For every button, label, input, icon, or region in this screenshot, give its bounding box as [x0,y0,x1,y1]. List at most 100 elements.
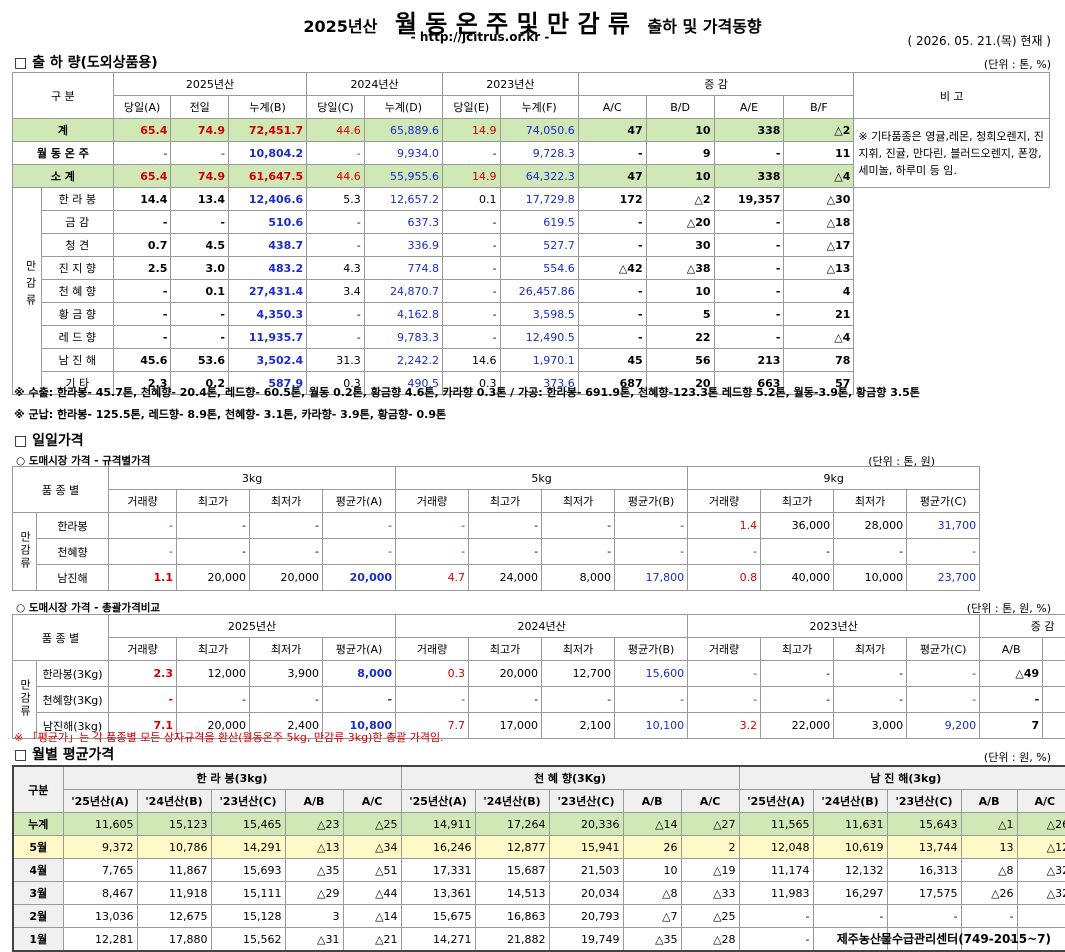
subheader: 최고가 [177,490,250,513]
col-2024: 2024년산 [307,73,443,96]
row-label: 계 [13,119,114,142]
cell: - [542,687,615,713]
cell: △4 [784,326,854,349]
cell: - [250,687,323,713]
month-label: 누계 [13,813,63,836]
subheader: '23년산(C) [211,790,285,813]
item-name: 황 금 향 [41,303,113,326]
cell: 14.6 [442,349,500,372]
cell: 11,631 [813,813,887,836]
cell: - [442,280,500,303]
cell: 15,643 [887,813,961,836]
cell: - [396,539,469,565]
cell: 21,503 [549,859,623,882]
cell: 11,867 [137,859,211,882]
cell: 12,406.6 [228,188,306,211]
cell: 0.1 [442,188,500,211]
cell: △18 [784,211,854,234]
cell: 7 [980,713,1043,739]
group-label-text: 만감류 [17,531,33,570]
section-daily-price-title: □ 일일가격 [14,430,84,450]
subheader: 거래량 [688,638,761,661]
cell: 15,123 [137,813,211,836]
subheader: A/B [623,790,681,813]
cell: 14,911 [401,813,475,836]
cell: 4,162.8 [364,303,442,326]
cell: 12,675 [137,905,211,928]
group-label: 만감류 [13,661,37,739]
cell: 554.6 [500,257,578,280]
cell: 47 [578,165,646,188]
cell: 5 [646,303,714,326]
subheader: '23년산(C) [887,790,961,813]
cell: 14,513 [475,882,549,905]
cell: 438.7 [228,234,306,257]
group-label: 만감류 [13,188,42,395]
subheader: A/C [1017,790,1065,813]
cell: - [113,142,171,165]
cell: 2,242.2 [364,349,442,372]
cell: - [907,661,980,687]
cell: 19,749 [549,928,623,952]
cell: 1.1 [109,565,177,591]
cell: - [714,280,784,303]
cell: 10,619 [813,836,887,859]
subheader: 평균가(A) [323,490,396,513]
cell: - [961,905,1017,928]
subheader: '25년산(A) [739,790,813,813]
cell: 0.7 [113,234,171,257]
cell: - [177,513,250,539]
monthly-price-table: 구분 한 라 봉(3kg) 천 혜 향(3Kg) 남 진 해(3kg) '25년… [12,765,1065,952]
cell: 10 [646,119,714,142]
cell: △27 [681,813,739,836]
cell: △31 [285,928,343,952]
title-suffix: 출하 및 가격동향 [647,17,761,36]
cell: 3,900 [250,661,323,687]
cell: 13 [961,836,1017,859]
cell: 0.3 [396,661,469,687]
cell: - [177,539,250,565]
cell: 17,880 [137,928,211,952]
cell: 17,575 [887,882,961,905]
subheader: '24년산(B) [475,790,549,813]
site-url[interactable]: - http://jcitrus.or.kr - [380,30,580,44]
subheader: 거래량 [396,490,469,513]
cell: - [323,539,396,565]
cell: 12,000 [177,661,250,687]
cell: 8,000 [323,661,396,687]
item-row: 황 금 향--4,350.3-4,162.8-3,598.5-5-21 [13,303,1050,326]
cell: 4 [784,280,854,303]
cell: - [171,211,229,234]
shipment-notes: ※ 수출: 한라봉- 45.7톤, 천혜향- 20.4톤, 레드향- 60.5톤… [14,384,920,422]
subheader: A/C [681,790,739,813]
subheader: 거래량 [109,638,177,661]
group-label: 만감류 [13,513,37,591]
cell: △33 [681,882,739,905]
cell: 65,889.6 [364,119,442,142]
subheader: 최저가 [250,638,323,661]
cell: △7 [623,905,681,928]
subheader: 평균가(C) [907,638,980,661]
cell: 8,000 [542,565,615,591]
cell: 20,336 [549,813,623,836]
item-name: 남진해 [37,565,109,591]
item-row: 레 드 향--11,935.7-9,783.3-12,490.5-22-△4 [13,326,1050,349]
item-name: 한 라 봉 [41,188,113,211]
cell: 12,281 [63,928,137,952]
cell: 44.6 [307,165,365,188]
cell: 15,675 [401,905,475,928]
subheader: 당일(C) [307,96,365,119]
cell: 16,246 [401,836,475,859]
cell: - [907,539,980,565]
cell: 7,765 [63,859,137,882]
cell: 12,700 [542,661,615,687]
cell: - [578,326,646,349]
cell: - [442,234,500,257]
col-3kg: 3kg [109,467,396,490]
cell: 9,372 [63,836,137,859]
cell: △44 [343,882,401,905]
cell: - [250,539,323,565]
